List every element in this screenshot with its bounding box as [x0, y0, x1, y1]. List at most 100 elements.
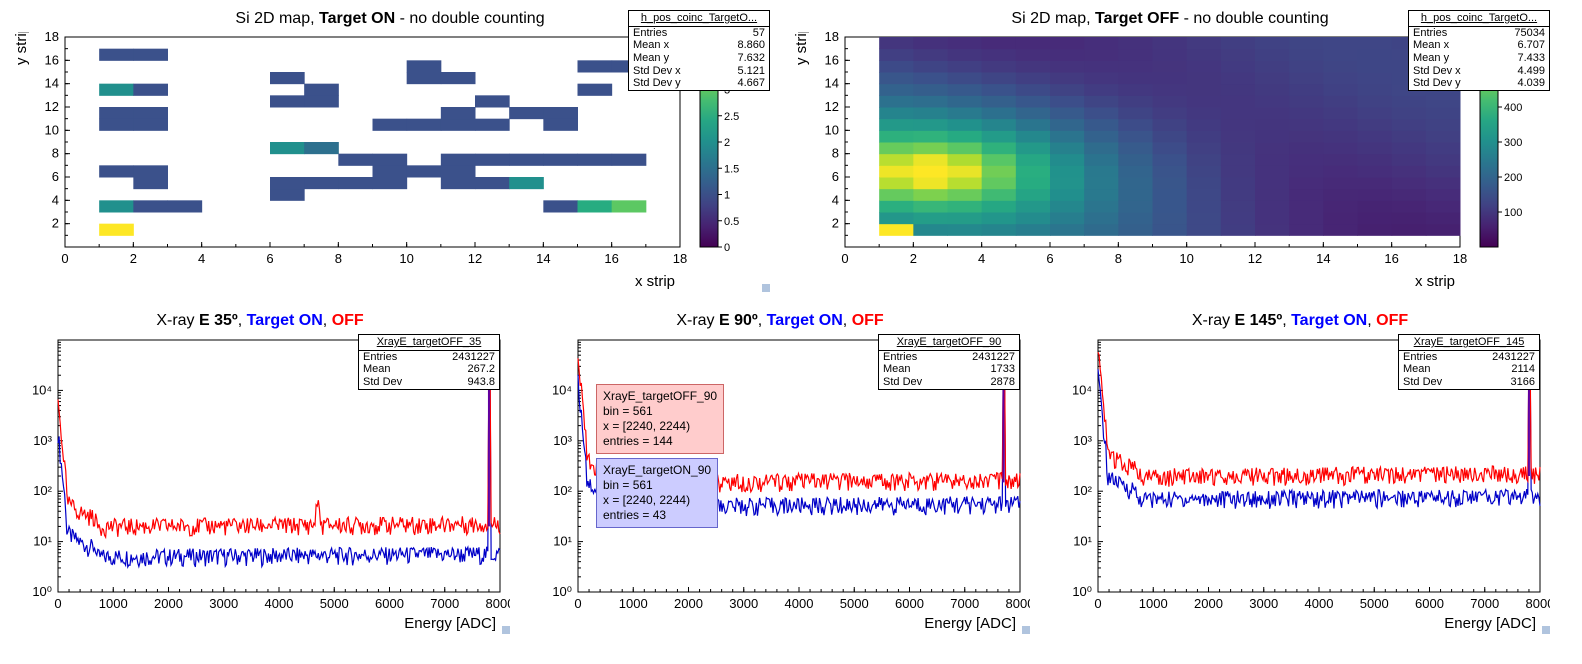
svg-text:2000: 2000 [1194, 596, 1223, 611]
svg-text:10³: 10³ [553, 433, 572, 448]
svg-text:5000: 5000 [840, 596, 869, 611]
svg-text:10³: 10³ [1073, 433, 1092, 448]
svg-text:14: 14 [1316, 251, 1330, 266]
svg-text:Energy [ADC]: Energy [ADC] [924, 615, 1016, 632]
svg-text:1000: 1000 [99, 596, 128, 611]
svg-text:10¹: 10¹ [553, 534, 572, 549]
si2d-target-off-panel: Si 2D map, Target OFF - no double counti… [790, 10, 1550, 292]
svg-text:18: 18 [1453, 251, 1467, 266]
svg-text:100: 100 [1504, 207, 1522, 219]
svg-text:10: 10 [45, 122, 59, 137]
svg-text:3000: 3000 [729, 596, 758, 611]
svg-text:1000: 1000 [619, 596, 648, 611]
svg-text:6: 6 [266, 251, 273, 266]
svg-text:2000: 2000 [674, 596, 703, 611]
svg-text:7000: 7000 [1470, 596, 1499, 611]
svg-text:3000: 3000 [209, 596, 238, 611]
svg-text:2: 2 [910, 251, 917, 266]
svg-text:4000: 4000 [265, 596, 294, 611]
svg-text:14: 14 [45, 76, 59, 91]
svg-text:16: 16 [825, 52, 839, 67]
svg-text:10: 10 [1179, 251, 1193, 266]
svg-text:8: 8 [52, 146, 59, 161]
svg-text:3000: 3000 [1249, 596, 1278, 611]
svg-text:6000: 6000 [375, 596, 404, 611]
svg-text:Energy [ADC]: Energy [ADC] [404, 615, 496, 632]
svg-text:0: 0 [61, 251, 68, 266]
svg-text:10⁴: 10⁴ [1072, 382, 1092, 397]
svg-text:18: 18 [673, 251, 687, 266]
svg-text:0: 0 [724, 242, 730, 254]
svg-text:2: 2 [724, 137, 730, 149]
svg-text:18: 18 [45, 32, 59, 44]
svg-text:2: 2 [52, 216, 59, 231]
svg-text:4: 4 [978, 251, 985, 266]
svg-text:6000: 6000 [895, 596, 924, 611]
svg-text:16: 16 [45, 52, 59, 67]
hover-tooltip: XrayE_targetOFF_90bin = 561x = [2240, 22… [596, 384, 724, 454]
svg-text:300: 300 [1504, 137, 1522, 149]
xray-statbox-35º: XrayE_targetOFF_35 Entries2431227 Mean26… [358, 334, 500, 390]
svg-text:4000: 4000 [1305, 596, 1334, 611]
svg-text:6: 6 [52, 169, 59, 184]
svg-text:8: 8 [1115, 251, 1122, 266]
svg-text:10¹: 10¹ [33, 534, 52, 549]
resize-handle-icon[interactable] [762, 284, 770, 292]
xray-panel-90º: X-ray E 90º, Target ON, OFF 0 1000 2000 3000… [530, 312, 1030, 634]
svg-text:1: 1 [724, 190, 730, 202]
xray-title-35º: X-ray E 35º, Target ON, OFF [10, 312, 510, 330]
svg-text:6000: 6000 [1415, 596, 1444, 611]
svg-text:10⁰: 10⁰ [1072, 584, 1092, 599]
svg-text:1000: 1000 [1139, 596, 1168, 611]
svg-text:10²: 10² [1073, 483, 1092, 498]
svg-text:12: 12 [45, 99, 59, 114]
svg-text:7000: 7000 [950, 596, 979, 611]
svg-text:0.5: 0.5 [724, 216, 739, 228]
svg-text:18: 18 [825, 32, 839, 44]
svg-text:14: 14 [536, 251, 550, 266]
svg-text:5000: 5000 [320, 596, 349, 611]
svg-text:1.5: 1.5 [724, 163, 739, 175]
svg-text:400: 400 [1504, 102, 1522, 114]
svg-text:10⁰: 10⁰ [32, 584, 52, 599]
svg-text:2000: 2000 [154, 596, 183, 611]
svg-text:5000: 5000 [1360, 596, 1389, 611]
xray-panel-145º: X-ray E 145º, Target ON, OFF 0 1000 2000 300… [1050, 312, 1550, 634]
svg-text:10: 10 [399, 251, 413, 266]
svg-text:0: 0 [54, 596, 61, 611]
xray-statbox-90º: XrayE_targetOFF_90 Entries2431227 Mean17… [878, 334, 1020, 390]
hover-tooltip: XrayE_targetON_90bin = 561x = [2240, 224… [596, 458, 718, 528]
resize-handle-icon[interactable] [502, 626, 510, 634]
svg-text:10³: 10³ [33, 433, 52, 448]
svg-text:4: 4 [832, 192, 839, 207]
svg-text:0: 0 [841, 251, 848, 266]
svg-text:y strip: y strip [793, 32, 810, 65]
svg-text:4: 4 [198, 251, 205, 266]
svg-text:6: 6 [1046, 251, 1053, 266]
svg-text:10⁴: 10⁴ [552, 382, 572, 397]
svg-text:8: 8 [832, 146, 839, 161]
svg-text:2: 2 [130, 251, 137, 266]
resize-handle-icon[interactable] [1542, 626, 1550, 634]
svg-text:4: 4 [52, 192, 59, 207]
svg-text:2.5: 2.5 [724, 111, 739, 123]
svg-text:0: 0 [574, 596, 581, 611]
xray-title-145º: X-ray E 145º, Target ON, OFF [1050, 312, 1550, 330]
svg-text:10¹: 10¹ [1073, 534, 1092, 549]
svg-text:10⁰: 10⁰ [552, 584, 572, 599]
svg-text:0: 0 [1094, 596, 1101, 611]
svg-text:12: 12 [825, 99, 839, 114]
svg-text:10⁴: 10⁴ [32, 382, 52, 397]
svg-text:16: 16 [604, 251, 618, 266]
resize-handle-icon[interactable] [1022, 626, 1030, 634]
svg-text:4000: 4000 [785, 596, 814, 611]
xray-panel-35º: X-ray E 35º, Target ON, OFF 0 1000 2000 3000… [10, 312, 510, 634]
xray-statbox-145º: XrayE_targetOFF_145 Entries2431227 Mean2… [1398, 334, 1540, 390]
svg-text:12: 12 [1248, 251, 1262, 266]
si2d-target-on-panel: Si 2D map, Target ON - no double countin… [10, 10, 770, 292]
xray-title-90º: X-ray E 90º, Target ON, OFF [530, 312, 1030, 330]
svg-text:7000: 7000 [430, 596, 459, 611]
svg-text:8000: 8000 [1006, 596, 1030, 611]
svg-text:x strip: x strip [1415, 273, 1455, 290]
svg-text:16: 16 [1384, 251, 1398, 266]
